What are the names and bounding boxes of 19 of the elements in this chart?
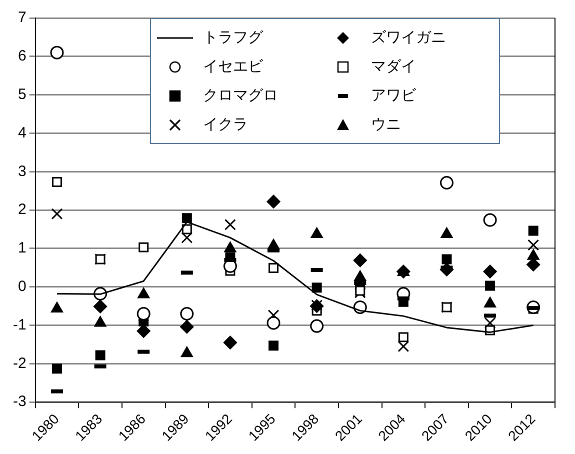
legend-label: イクラ — [203, 115, 248, 134]
y-tick-label: 5 — [18, 86, 26, 103]
y-tick-label: 0 — [18, 278, 26, 296]
legend-label: アワビ — [371, 86, 416, 105]
legend-label: クロマグロ — [203, 86, 278, 105]
legend-label: マダイ — [371, 57, 416, 76]
legend-label: トラフグ — [203, 28, 263, 47]
legend-label: ウニ — [371, 115, 401, 134]
y-tick-label: -2 — [12, 354, 26, 372]
y-tick-label: 3 — [18, 162, 26, 180]
y-tick-label: -3 — [12, 393, 26, 410]
y-tick-label: 4 — [18, 124, 26, 142]
y-tick-label: -1 — [12, 316, 26, 334]
legend-label: ズワイガニ — [371, 28, 446, 47]
y-tick-label: 1 — [18, 240, 26, 257]
legend-label: イセエビ — [203, 57, 263, 76]
y-tick-label: 7 — [18, 9, 26, 26]
y-tick-label: 2 — [18, 201, 26, 218]
y-tick-label: 6 — [18, 48, 26, 65]
